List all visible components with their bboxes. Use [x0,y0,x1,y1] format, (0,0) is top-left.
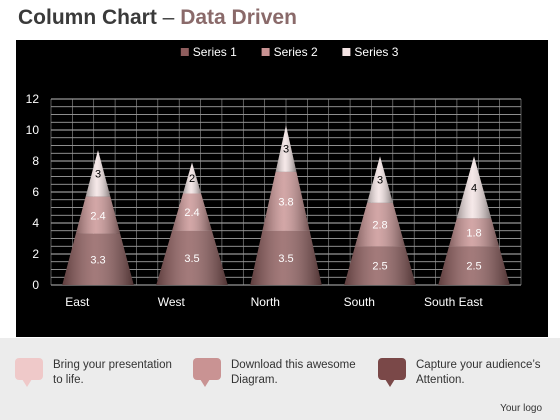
footer-item-2: Download this awesome Diagram. [193,358,356,388]
footer-text-2: Download this awesome Diagram. [231,359,356,386]
cone-segment-shade [156,230,228,285]
chart-panel: 3.3 2.4 3 3.5 2.4 2 3.5 3.8 3 2.5 2.8 3 2.5 1.8 4 0 2 4 6… [16,40,548,337]
speech-bubble-icon [378,358,406,387]
legend-swatch [261,48,270,56]
cone-segment-shade [275,125,297,172]
data-label: 3 [377,175,383,187]
data-label: 3.8 [278,196,293,208]
y-tick-label: 8 [32,154,39,168]
legend-label: Series 2 [274,45,318,59]
data-label: 2.8 [372,220,387,232]
footer-item-1: Bring your presentation to life. [15,358,172,388]
title-dash: – [162,6,175,29]
data-label: 3.3 [90,254,105,266]
cone-segment-shade [344,246,416,285]
data-label: 2.4 [184,207,199,219]
cone-segment-shade [172,193,212,231]
cone-segment-shade [85,150,111,197]
data-label: 3.5 [184,253,199,265]
y-tick-label: 4 [32,216,39,230]
data-label: 3 [283,144,289,156]
data-label: 1.8 [466,227,481,239]
footer-text-3: Capture your audience’s Attention. [416,359,541,386]
y-tick-label: 10 [26,123,40,137]
footer-bar: Bring your presentation to life. Downloa… [0,338,560,420]
data-label: 4 [471,182,477,194]
cone-segment-shade [182,162,202,194]
speech-bubble-icon [193,358,221,387]
cone-segment-shade [262,171,310,231]
logo-text: Your logo [500,403,542,414]
cone-segment-shade [449,218,499,247]
legend-label: Series 3 [354,45,398,59]
data-label: 3.5 [278,253,293,265]
data-label: 2.5 [466,261,481,273]
cone-segment-shade [355,202,405,247]
data-label: 3 [95,168,101,180]
legend-swatch [180,48,189,56]
x-tick-label: West [158,295,186,309]
y-tick-label: 2 [32,247,39,261]
y-tick-label: 6 [32,185,39,199]
title-main: Column Chart [18,6,157,29]
legend-swatch [342,48,351,56]
cone-segment-shade [438,246,510,285]
chart-svg: 3.3 2.4 3 3.5 2.4 2 3.5 3.8 3 2.5 2.8 3 2.5 1.8 4 0 2 4 6… [26,45,522,309]
x-tick-label: South East [424,295,483,309]
footer-text-1: Bring your presentation to life. [53,359,172,386]
data-label: 2 [189,173,195,185]
data-label: 2.4 [90,210,105,222]
x-tick-label: South [344,295,375,309]
cone-segment-shade [367,156,393,203]
cone-segment-shade [456,156,492,219]
x-tick-label: East [65,295,90,309]
footer-item-3: Capture your audience’s Attention. [378,358,540,388]
y-tick-label: 0 [32,278,39,292]
legend-label: Series 1 [193,45,237,59]
data-label: 2.5 [372,261,387,273]
page-title: Column Chart – Data Driven [18,6,297,30]
x-tick-label: North [251,295,280,309]
cone-segment-shade [75,196,121,234]
title-sub: Data Driven [180,6,297,29]
speech-bubble-icon [15,358,43,387]
y-tick-label: 12 [26,92,40,106]
cone-segment-shade [62,233,134,285]
cone-segment-shade [250,230,322,285]
